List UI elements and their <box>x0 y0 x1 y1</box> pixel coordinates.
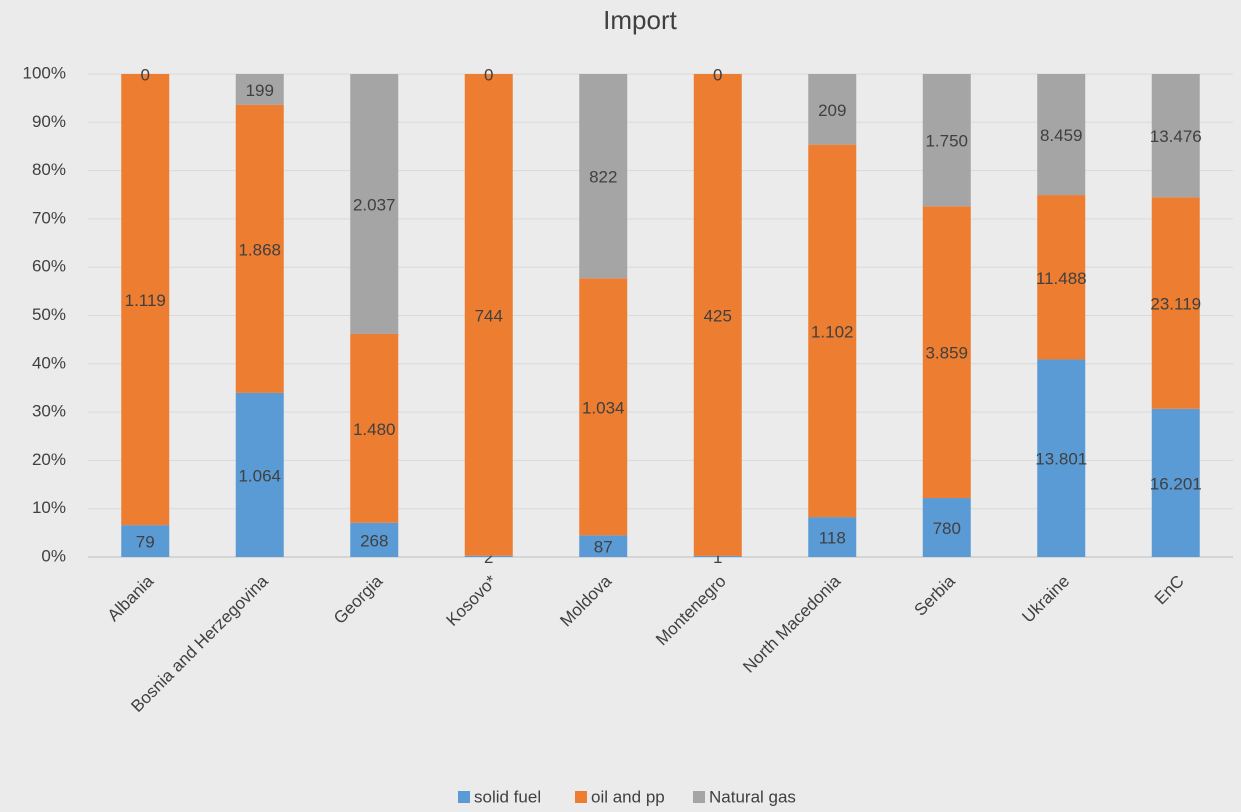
bar-segment <box>579 74 628 279</box>
y-tick-label: 0% <box>41 546 66 565</box>
bar-segment <box>464 555 513 557</box>
data-label: 2 <box>484 548 493 567</box>
data-label: 1.064 <box>238 466 281 485</box>
legend-swatch <box>458 791 470 803</box>
data-label: 0 <box>713 65 722 84</box>
chart-title: Import <box>603 5 677 35</box>
bar-segment <box>1151 408 1200 557</box>
bar-segment <box>121 525 170 557</box>
data-label: 744 <box>475 306 503 325</box>
bar-segment <box>693 555 742 557</box>
data-label: 23.119 <box>1150 295 1201 314</box>
data-label: 822 <box>589 168 617 187</box>
bar-segment <box>350 333 399 523</box>
data-label: 1.868 <box>238 240 281 259</box>
data-label: 87 <box>594 538 613 557</box>
bar-segment <box>1037 195 1086 360</box>
bar-segment <box>922 74 971 207</box>
bar-segment <box>808 144 857 518</box>
bar-segment <box>235 104 284 393</box>
data-label: 199 <box>246 81 274 100</box>
bar-segment <box>350 74 399 334</box>
y-tick-label: 60% <box>32 257 66 276</box>
data-label: 0 <box>484 65 493 84</box>
data-label: 209 <box>818 101 846 120</box>
bar-segment <box>235 392 284 557</box>
bar-segment <box>693 74 742 556</box>
data-label: 79 <box>136 533 155 552</box>
data-label: 2.037 <box>353 195 396 214</box>
bar-segment <box>235 74 284 105</box>
bar-segment <box>1037 74 1086 196</box>
data-label: 13.476 <box>1150 127 1202 146</box>
y-tick-label: 80% <box>32 160 66 179</box>
y-tick-label: 10% <box>32 498 66 517</box>
bar-segment <box>579 278 628 536</box>
bar-segment <box>922 498 971 557</box>
y-tick-label: 20% <box>32 450 66 469</box>
legend-label: Natural gas <box>709 787 796 806</box>
data-label: 1.119 <box>125 291 166 310</box>
y-tick-label: 30% <box>32 402 66 421</box>
bar-segment <box>808 517 857 557</box>
data-label: 8.459 <box>1040 126 1083 145</box>
bar-segment <box>1151 197 1200 409</box>
data-label: 268 <box>360 531 388 550</box>
y-tick-label: 50% <box>32 305 66 324</box>
data-label: 1 <box>713 548 722 567</box>
data-label: 425 <box>704 306 732 325</box>
legend-label: oil and pp <box>591 787 665 806</box>
legend-label: solid fuel <box>474 787 541 806</box>
y-tick-label: 90% <box>32 112 66 131</box>
data-label: 118 <box>819 529 846 548</box>
bar-segment <box>1151 74 1200 198</box>
legend-swatch <box>693 791 705 803</box>
bar-segment <box>350 522 399 557</box>
data-label: 0 <box>141 65 150 84</box>
bar-segment <box>1037 359 1086 557</box>
data-label: 13.801 <box>1035 450 1087 469</box>
bar-segment <box>922 206 971 499</box>
bar-segment <box>121 74 170 526</box>
y-tick-label: 70% <box>32 208 66 227</box>
bar-segment <box>579 535 628 557</box>
data-label: 16.201 <box>1150 474 1202 493</box>
data-label: 1.750 <box>925 132 968 151</box>
data-label: 1.034 <box>582 398 625 417</box>
bar-segment <box>808 74 857 145</box>
data-label: 11.488 <box>1036 269 1087 288</box>
data-label: 780 <box>933 519 961 538</box>
y-tick-label: 100% <box>23 63 66 82</box>
legend-swatch <box>575 791 587 803</box>
data-label: 3.859 <box>925 344 968 363</box>
bar-segment <box>464 74 513 556</box>
data-label: 1.480 <box>353 420 396 439</box>
data-label: 1.102 <box>811 322 854 341</box>
y-tick-label: 40% <box>32 353 66 372</box>
